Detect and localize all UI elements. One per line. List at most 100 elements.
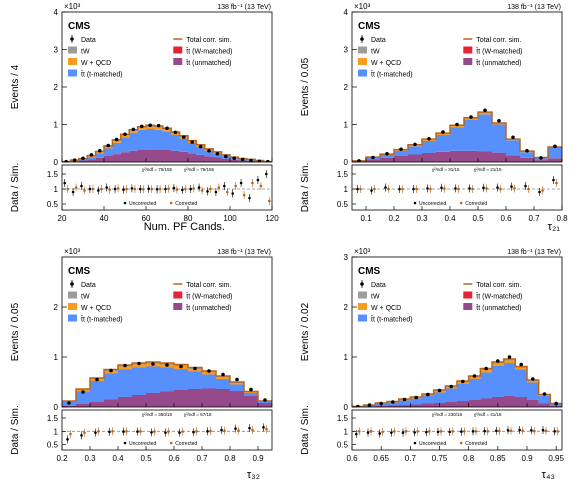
- axis-exponent: ×10³: [64, 247, 81, 256]
- legend-label-tt_u: t̄t (unmatched): [476, 59, 521, 67]
- data-point: [542, 392, 547, 396]
- data-point: [496, 359, 500, 363]
- ratio-corr-point: [373, 187, 376, 191]
- ratio-corr-point: [533, 429, 536, 433]
- legend-label-tt_u: t̄t (unmatched): [186, 304, 231, 312]
- ratio-uncorr-point: [214, 190, 218, 194]
- legend-label-wqcd: W + QCD: [371, 305, 401, 312]
- chi2-corrected-label: χ²/ndf = 75/155: [184, 167, 215, 172]
- ratio-corr-point: [150, 187, 153, 191]
- ratio-uncorr-point: [398, 187, 401, 191]
- x-tick-label: 0.7: [405, 454, 417, 463]
- ratio-uncorr-point: [164, 187, 167, 191]
- chi2-uncorrected-label: χ²/ndf = 350/18: [142, 412, 173, 417]
- x-tick-label: 0.6: [168, 454, 180, 463]
- data-point: [193, 366, 197, 371]
- ratio-uncorr-point: [223, 184, 226, 188]
- data-point: [357, 159, 361, 162]
- x-tick-label: 0.6: [346, 454, 358, 463]
- ratio-uncorr-point: [468, 187, 471, 190]
- x-tick-label: 40: [100, 214, 109, 223]
- ratio-uncorr-point: [231, 192, 234, 195]
- legend-total-label: Total corr. sim.: [476, 282, 521, 289]
- ratio-corr-point: [358, 430, 361, 433]
- legend-swatch-wqcd: [68, 303, 77, 310]
- ratio-legend-uncorr-label: Uncorrected: [129, 201, 156, 207]
- y-tick-label: 3: [344, 253, 349, 262]
- ratio-uncorr-point: [510, 185, 513, 188]
- ratio-corr-point: [158, 187, 162, 191]
- ratio-uncorr-point: [436, 430, 440, 434]
- ratio-uncorr-point: [88, 187, 92, 191]
- data-point: [221, 372, 225, 377]
- data-point: [72, 158, 77, 162]
- data-point: [391, 400, 395, 404]
- data-point: [224, 154, 228, 159]
- ratio-axis-title: Data / Sim.: [300, 163, 311, 212]
- stack-area-tt_u: [62, 149, 272, 162]
- ratio-corr-point: [443, 187, 446, 190]
- total-sim-line: [62, 361, 272, 402]
- ratio-uncorr-point: [448, 430, 451, 434]
- ratio-corr-point: [451, 430, 454, 433]
- data-point: [240, 157, 245, 162]
- data-point: [553, 144, 557, 149]
- x-tick-label: 0.95: [548, 454, 564, 463]
- ratio-corr-point: [498, 429, 501, 433]
- data-point: [427, 136, 431, 141]
- y-tick-label: 2: [344, 303, 349, 312]
- data-point: [114, 137, 119, 142]
- ratio-uncorr-point: [538, 190, 541, 194]
- data-point: [173, 130, 178, 135]
- axis-exponent: ×10³: [354, 247, 371, 256]
- ratio-legend-uncorr-marker: [413, 201, 417, 205]
- ratio-y-tick-label: 1: [54, 185, 59, 194]
- y-tick-label: 2: [54, 83, 59, 92]
- ratio-legend-corr-marker: [169, 441, 173, 445]
- ratio-corr-point: [209, 429, 212, 433]
- ratio-corr-point: [439, 430, 443, 433]
- legend-data-label: Data: [371, 282, 386, 289]
- ratio-uncorr-point: [496, 186, 499, 189]
- ratio-area: [62, 170, 272, 205]
- x-tick-label: 0.5: [140, 454, 152, 463]
- y-axis-title: Events / 4: [10, 64, 21, 109]
- ratio-uncorr-point: [150, 431, 153, 434]
- ratio-corr-point: [428, 430, 431, 433]
- ratio-corr-point: [463, 430, 466, 433]
- x-axis-title: Num. PF Cands.: [144, 221, 225, 233]
- ratio-uncorr-point: [426, 187, 429, 190]
- ratio-uncorr-point: [518, 428, 521, 432]
- data-point: [165, 363, 169, 367]
- ratio-corr-point: [544, 429, 548, 433]
- ratio-legend-corr-label: Corrected: [465, 201, 487, 207]
- data-point: [89, 153, 94, 157]
- x-tick-label: 0.7: [196, 454, 208, 463]
- ratio-corr-point: [268, 199, 271, 203]
- y-tick-label: 3: [54, 46, 59, 55]
- legend-total-label: Total corr. sim.: [186, 37, 231, 44]
- chi2-corrected-label: χ²/ndf = 41/18: [474, 412, 502, 417]
- ratio-corr-point: [513, 187, 516, 190]
- data-point: [437, 388, 442, 393]
- cms-label: CMS: [68, 21, 91, 32]
- ratio-corr-point: [251, 181, 254, 185]
- legend-label-tt_w: t̄t (W-matched): [186, 48, 232, 56]
- ratio-corr-point: [66, 187, 69, 191]
- legend-label-wqcd: W + QCD: [371, 60, 401, 67]
- ratio-corr-point: [251, 428, 254, 432]
- legend-label-tt_w: t̄t (W-matched): [476, 48, 522, 56]
- ratio-uncorr-point: [262, 426, 265, 429]
- x-tick-label: 20: [58, 214, 67, 223]
- ratio-y-tick-label: 1.5: [47, 170, 59, 179]
- x-tick-label: 0.75: [432, 454, 448, 463]
- ratio-corr-point: [108, 188, 111, 191]
- x-tick-label: 0.6: [500, 214, 512, 223]
- x-tick-label: 0.85: [490, 454, 506, 463]
- data-point: [207, 369, 211, 373]
- ratio-corr-point: [265, 427, 268, 431]
- x-axis-title: τ₂₁: [548, 221, 561, 233]
- y-tick-label: 4: [54, 8, 59, 17]
- ratio-corr-point: [192, 187, 195, 190]
- ratio-y-tick-label: 1.5: [337, 170, 349, 179]
